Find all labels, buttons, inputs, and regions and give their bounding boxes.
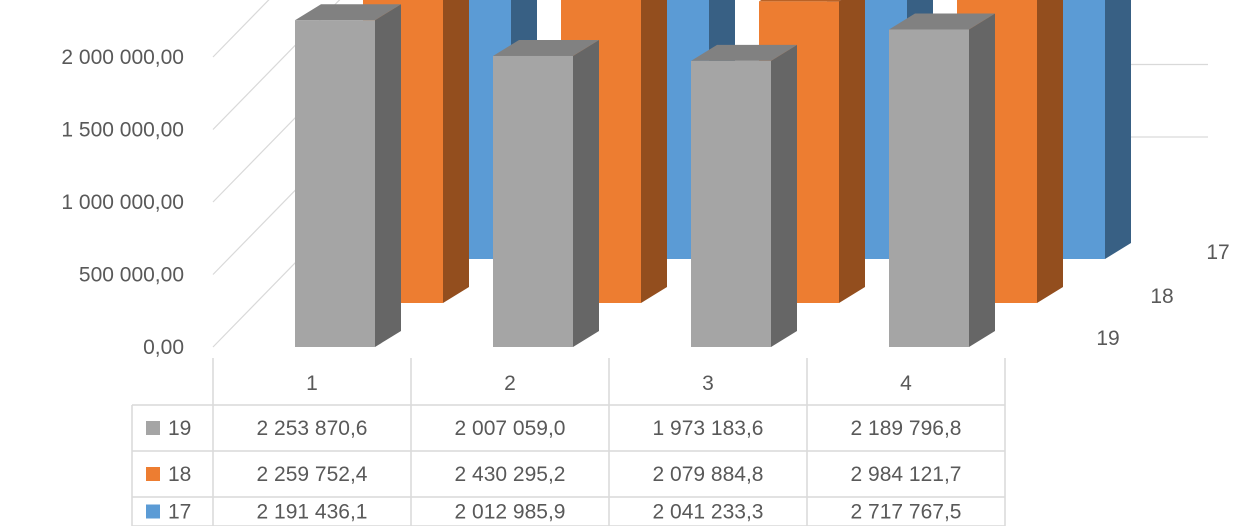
- bar-side: [771, 44, 797, 348]
- bar-front: [691, 60, 771, 348]
- bar-side: [641, 0, 667, 303]
- bar-top: [493, 39, 599, 56]
- table-cell: 2 041 233,3: [653, 501, 764, 524]
- legend-label: 17: [168, 501, 191, 524]
- table-cell: 2 012 985,9: [455, 501, 566, 524]
- table-cell: 2 079 884,8: [653, 463, 764, 486]
- bar-19-2: [493, 39, 599, 348]
- bar-front: [889, 29, 969, 348]
- table-cell: 2 191 436,1: [257, 501, 368, 524]
- y-tick-label: 500 000,00: [79, 264, 184, 287]
- table-cell: 2 259 752,4: [257, 463, 368, 486]
- y-tick-label: 1 000 000,00: [61, 191, 184, 214]
- bar-19-4: [889, 13, 995, 348]
- bar-top: [691, 44, 797, 61]
- category-label: 2: [504, 372, 516, 395]
- table-cell: 2 717 767,5: [851, 501, 962, 524]
- bar-19-1: [295, 4, 401, 348]
- depth-axis-label: 17: [1206, 241, 1229, 264]
- bar-side: [443, 0, 469, 303]
- bar-side: [1037, 0, 1063, 303]
- y-tick-label: 1 500 000,00: [61, 119, 184, 142]
- table-cell: 2 253 870,6: [257, 417, 368, 440]
- legend-label: 19: [168, 417, 191, 440]
- table-cell: 2 430 295,2: [455, 463, 566, 486]
- bar-front: [493, 55, 573, 348]
- bar-side: [1105, 0, 1131, 259]
- category-label: 1: [306, 372, 318, 395]
- bar-top: [295, 4, 401, 21]
- table-cell: 1 973 183,6: [653, 417, 764, 440]
- data-table: 1 2 3 4 19 2 253 870,6 2 007 059,0 1 973 183,6 2…: [131, 358, 1006, 526]
- depth-axis: 19 18 17: [1096, 241, 1229, 350]
- bar-front: [295, 20, 375, 348]
- bar-side: [969, 13, 995, 348]
- y-axis: 0,00 500 000,00 1 000 000,00 1 500 000,00 2 …: [61, 46, 184, 359]
- category-label: 4: [900, 372, 912, 395]
- legend-label: 18: [168, 463, 191, 486]
- table-cell: 2 984 121,7: [851, 463, 962, 486]
- bar-top: [889, 13, 995, 30]
- depth-axis-label: 19: [1096, 327, 1119, 350]
- table-cell: 2 189 796,8: [851, 417, 962, 440]
- bar-top: [759, 0, 842, 2]
- category-label: 3: [702, 372, 714, 395]
- gridline-diagonal: [212, 0, 270, 58]
- bars: [295, 0, 1131, 348]
- legend-swatch: [146, 504, 160, 519]
- legend-swatch: [146, 467, 160, 481]
- y-tick-label: 2 000 000,00: [61, 46, 184, 69]
- bar-side: [375, 4, 401, 348]
- bar-side: [573, 39, 599, 348]
- bar-side: [839, 0, 865, 303]
- y-tick-label: 0,00: [143, 336, 184, 359]
- bar-19-3: [691, 44, 797, 348]
- depth-axis-label: 18: [1150, 285, 1173, 308]
- table-cell: 2 007 059,0: [455, 417, 566, 440]
- legend-swatch: [146, 421, 160, 435]
